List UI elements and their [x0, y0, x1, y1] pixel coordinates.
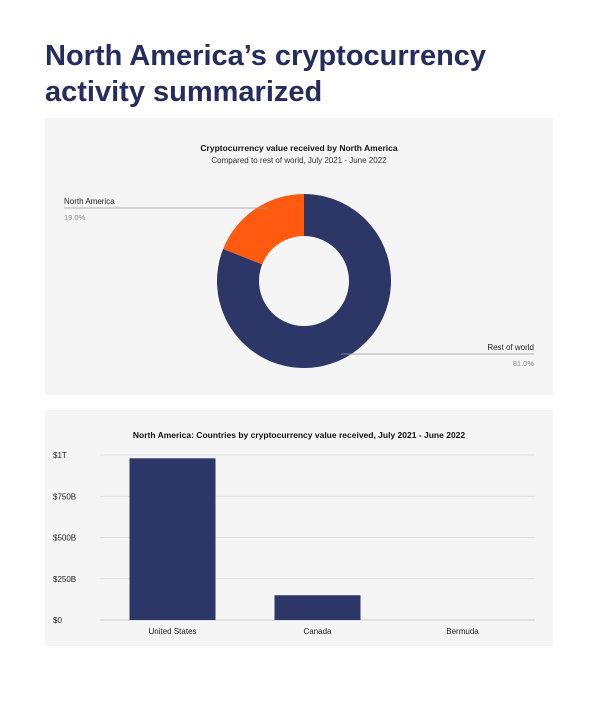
- bar-chart: $0 $250B $500B $750B $1T United States Canada B…: [53, 451, 535, 636]
- y-tick-label: $750B: [53, 492, 76, 501]
- y-tick-label: $250B: [53, 575, 76, 584]
- bar-united-states: [129, 458, 216, 620]
- donut-slice-rest-of-world: [216, 194, 392, 368]
- bar-canada: [274, 595, 361, 620]
- donut-value-rest-of-world: 81.0%: [513, 359, 535, 368]
- donut-chart: North America 19.0% Rest of world 81.0%: [64, 194, 535, 368]
- donut-chart-title: Cryptocurrency value received by North A…: [200, 143, 398, 153]
- y-tick-label: $500B: [53, 534, 76, 543]
- donut-chart-panel: Cryptocurrency value received by North A…: [45, 118, 553, 395]
- page-title: North America’s cryptocurrency activity …: [45, 40, 487, 108]
- x-tick-label: Canada: [303, 627, 332, 636]
- bar-chart-panel: North America: Countries by cryptocurren…: [45, 410, 553, 646]
- bar-chart-title: North America: Countries by cryptocurren…: [132, 430, 466, 440]
- y-tick-label: $0: [53, 616, 62, 625]
- donut-value-north-america: 19.0%: [64, 213, 86, 222]
- x-tick-label: United States: [148, 627, 196, 636]
- donut-label-rest-of-world: Rest of world: [487, 343, 534, 352]
- y-tick-label: $1T: [53, 451, 67, 460]
- donut-label-north-america: North America: [64, 197, 115, 206]
- donut-chart-subtitle: Compared to rest of world, July 2021 - J…: [211, 156, 387, 165]
- x-tick-label: Bermuda: [446, 627, 479, 636]
- donut-slice-north-america: [223, 194, 304, 265]
